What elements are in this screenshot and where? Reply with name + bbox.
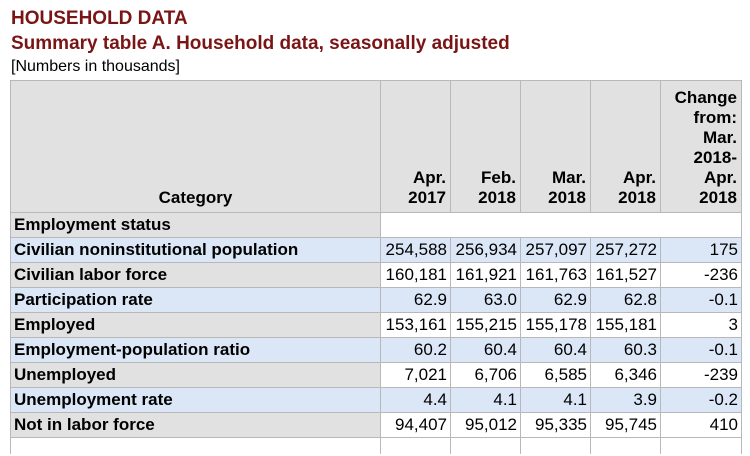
column-header-feb-2018: Feb. 2018 [450, 80, 521, 213]
row-label: Civilian noninstitutional population [10, 237, 381, 263]
row-label: Civilian labor force [10, 262, 381, 288]
header-line: 2018 [699, 188, 737, 207]
table-cell: 4.4 [380, 387, 451, 413]
table-cell: 60.4 [450, 337, 521, 363]
units-note: [Numbers in thousands] [11, 58, 180, 75]
section-row-employment-status: Employment status [10, 212, 742, 238]
column-header-apr-2017: Apr. 2017 [380, 80, 451, 213]
column-header-mar-2018: Mar. 2018 [520, 80, 591, 213]
table-cell: 62.9 [520, 287, 591, 313]
row-label: Unemployment rate [10, 387, 381, 413]
spacer-cell [520, 437, 591, 454]
table-cell: 95,745 [590, 412, 661, 438]
table-cell: -0.1 [660, 337, 742, 363]
header-line: Feb. [481, 168, 516, 187]
header-line: Apr. [703, 168, 737, 187]
table-row: Not in labor force 94,407 95,012 95,335 … [10, 412, 742, 438]
section-label: Employment status [10, 212, 381, 238]
header-line: Mar. [551, 168, 586, 187]
table-cell: 4.1 [520, 387, 591, 413]
table-cell: 161,527 [590, 262, 661, 288]
table-row: Employed 153,161 155,215 155,178 155,181… [10, 312, 742, 338]
row-label: Employed [10, 312, 381, 338]
table-cell: 175 [660, 237, 742, 263]
table-cell: 155,178 [520, 312, 591, 338]
table-cell: 60.3 [590, 337, 661, 363]
table-cell: 63.0 [450, 287, 521, 313]
table-cell: 62.8 [590, 287, 661, 313]
table-row: Employment-population ratio 60.2 60.4 60… [10, 337, 742, 363]
table-title: Summary table A. Household data, seasona… [11, 33, 510, 54]
table-header-row: Category Apr. 2017 Feb. 2018 Mar. 2018 A… [10, 80, 742, 213]
header-line: 2018 [478, 188, 516, 207]
table-cell: 62.9 [380, 287, 451, 313]
spacer-cell [590, 437, 661, 454]
header-line: 2017 [408, 188, 446, 207]
header-line: Category [158, 188, 233, 207]
row-label: Unemployed [10, 362, 381, 388]
section-blank [380, 212, 742, 238]
page-title: HOUSEHOLD DATA [11, 8, 188, 29]
header-line: Apr. [412, 168, 446, 187]
table-cell: -0.1 [660, 287, 742, 313]
table-cell: -0.2 [660, 387, 742, 413]
table-cell: 4.1 [450, 387, 521, 413]
table-cell: 254,588 [380, 237, 451, 263]
spacer-cell [450, 437, 521, 454]
header-line: 2018 [548, 188, 586, 207]
table-cell: 256,934 [450, 237, 521, 263]
household-data-table: Category Apr. 2017 Feb. 2018 Mar. 2018 A… [10, 80, 742, 454]
header-line: Apr. [622, 168, 656, 187]
table-cell: 161,921 [450, 262, 521, 288]
table-cell: 94,407 [380, 412, 451, 438]
table-row: Unemployment rate 4.4 4.1 4.1 3.9 -0.2 [10, 387, 742, 413]
table-cell: 95,012 [450, 412, 521, 438]
column-header-category: Category [10, 80, 381, 213]
table-cell: 160,181 [380, 262, 451, 288]
table-row: Participation rate 62.9 63.0 62.9 62.8 -… [10, 287, 742, 313]
table-cell: 6,346 [590, 362, 661, 388]
spacer-cell [10, 437, 381, 454]
table-cell: 3 [660, 312, 742, 338]
table-cell: 257,097 [520, 237, 591, 263]
column-header-change: Change from: Mar. 2018- Apr. 2018 [660, 80, 742, 213]
header-line: 2018- [693, 148, 737, 167]
row-label: Employment-population ratio [10, 337, 381, 363]
header-line: Mar. [702, 128, 737, 147]
table-spacer-row [10, 437, 742, 454]
header-line: Change [674, 88, 737, 107]
table-cell: -236 [660, 262, 742, 288]
table-cell: 410 [660, 412, 742, 438]
table-cell: 3.9 [590, 387, 661, 413]
table-cell: 6,706 [450, 362, 521, 388]
table-cell: -239 [660, 362, 742, 388]
row-label: Not in labor force [10, 412, 381, 438]
table-row: Civilian noninstitutional population 254… [10, 237, 742, 263]
table-cell: 155,215 [450, 312, 521, 338]
table-cell: 155,181 [590, 312, 661, 338]
table-cell: 153,161 [380, 312, 451, 338]
table-cell: 6,585 [520, 362, 591, 388]
header-line: from: [693, 108, 737, 127]
table-cell: 95,335 [520, 412, 591, 438]
spacer-cell [380, 437, 451, 454]
column-header-apr-2018: Apr. 2018 [590, 80, 661, 213]
table-cell: 257,272 [590, 237, 661, 263]
table-cell: 60.4 [520, 337, 591, 363]
table-cell: 60.2 [380, 337, 451, 363]
table-cell: 7,021 [380, 362, 451, 388]
table-cell: 161,763 [520, 262, 591, 288]
table-row: Unemployed 7,021 6,706 6,585 6,346 -239 [10, 362, 742, 388]
spacer-cell [660, 437, 742, 454]
row-label: Participation rate [10, 287, 381, 313]
header-line: 2018 [618, 188, 656, 207]
table-row: Civilian labor force 160,181 161,921 161… [10, 262, 742, 288]
